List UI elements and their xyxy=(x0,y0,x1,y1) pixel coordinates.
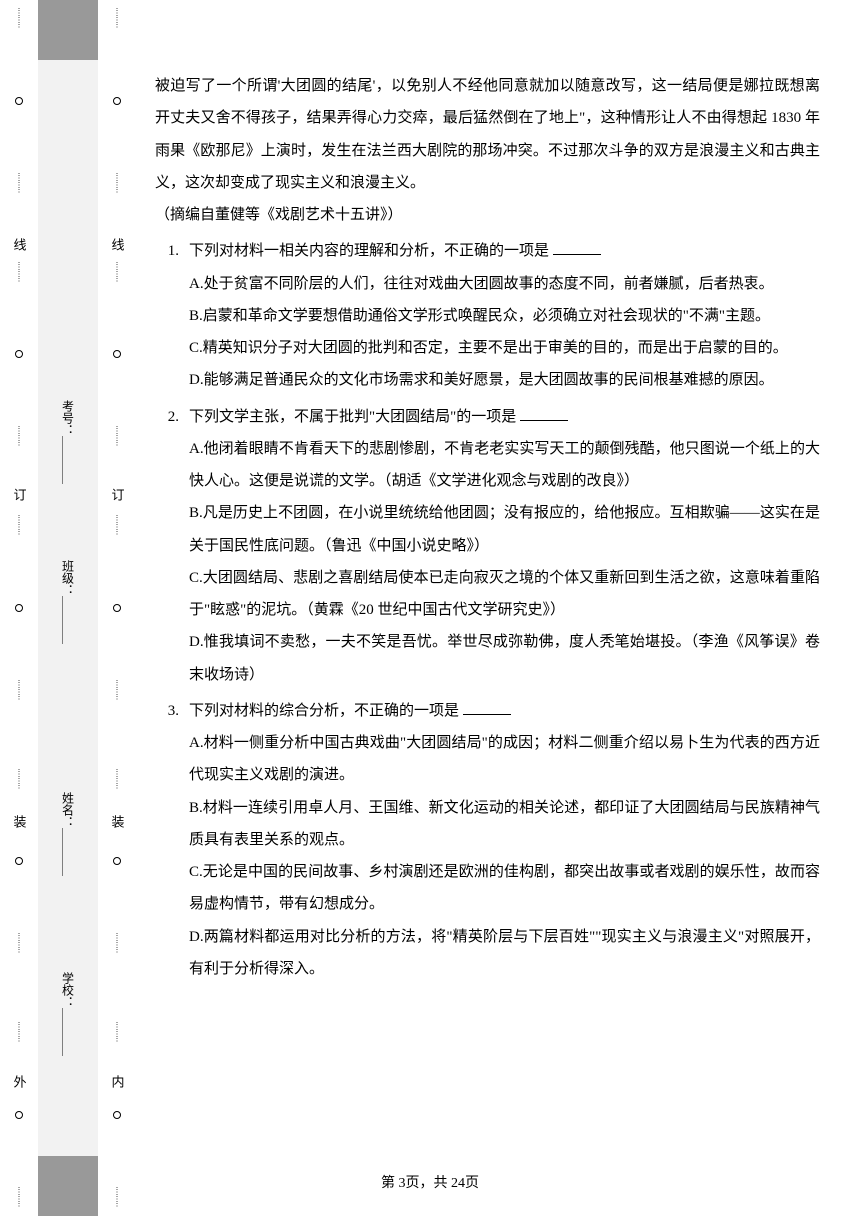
binding-margin: ⋮⋮⋮ ⋮⋮⋮ 线 ⋮⋮⋮ ⋮⋮⋮ 订 ⋮⋮⋮ ⋮⋮⋮ 装 ⋮⋮⋮ ⋮⋮⋮ 外 … xyxy=(0,0,140,1216)
q2-opt-c: C.大团圆结局、悲剧之喜剧结局使本已走向寂灭之境的个体又重新回到生活之欲，这意味… xyxy=(189,562,820,627)
q1-opt-d: D.能够满足普通民众的文化市场需求和美好愿景，是大团圆故事的民间根基难撼的原因。 xyxy=(189,364,820,396)
intro-paragraph: 被迫写了一个所谓'大团圆的结尾'，以免别人不经他同意就加以随意改写，这一结局便是… xyxy=(155,70,820,199)
q2-blank xyxy=(520,407,568,421)
outer-xian: 线 xyxy=(10,238,29,251)
inner-ding: 订 xyxy=(108,488,127,501)
binding-inner-col: ⋮⋮⋮ ⋮⋮⋮ 线 ⋮⋮⋮ ⋮⋮⋮ 订 ⋮⋮⋮ ⋮⋮⋮ 装 ⋮⋮⋮ ⋮⋮⋮ 内 … xyxy=(98,0,136,1216)
intro-citation: （摘编自董健等《戏剧艺术十五讲》） xyxy=(155,199,820,231)
q3-opt-c: C.无论是中国的民间故事、乡村演剧还是欧洲的佳构剧，都突出故事或者戏剧的娱乐性，… xyxy=(189,856,820,921)
q1-opt-b: B.启蒙和革命文学要想借助通俗文学形式唤醒民众，必须确立对社会现状的"不满"主题… xyxy=(189,300,820,332)
label-name: 姓名：＿＿＿＿ xyxy=(60,792,77,876)
q3-stem: 下列对材料的综合分析，不正确的一项是 xyxy=(189,695,820,727)
q1-blank xyxy=(553,241,601,255)
binding-middle-col: 考号：＿＿＿＿ 班级：＿＿＿＿ 姓名：＿＿＿＿ 学校：＿＿＿＿ xyxy=(38,0,98,1216)
inner-xian: 线 xyxy=(108,238,127,251)
inner-dot-line: ⋮⋮⋮ ⋮⋮⋮ 线 ⋮⋮⋮ ⋮⋮⋮ 订 ⋮⋮⋮ ⋮⋮⋮ 装 ⋮⋮⋮ ⋮⋮⋮ 内 … xyxy=(110,8,124,1208)
q2-stem-text: 下列文学主张，不属于批判"大团圆结局"的一项是 xyxy=(189,409,516,425)
q3-num: 3. xyxy=(155,695,189,985)
q2-num: 2. xyxy=(155,401,189,691)
outer-ding: 订 xyxy=(10,488,29,501)
outer-wai: 外 xyxy=(10,1075,29,1088)
q1-num: 1. xyxy=(155,235,189,396)
q2-opt-b: B.凡是历史上不团圆，在小说里统统给他团圆；没有报应的，给他报应。互相欺骗——这… xyxy=(189,497,820,562)
inner-nei: 内 xyxy=(108,1075,127,1088)
q3-opt-b: B.材料一连续引用卓人月、王国维、新文化运动的相关论述，都印证了大团圆结局与民族… xyxy=(189,792,820,857)
question-3: 3. 下列对材料的综合分析，不正确的一项是 A.材料一侧重分析中国古典戏曲"大团… xyxy=(155,695,820,985)
page-footer: 第 3页，共 24页 xyxy=(0,1172,860,1192)
q1-stem-text: 下列对材料一相关内容的理解和分析，不正确的一项是 xyxy=(189,243,549,259)
q3-blank xyxy=(463,701,511,715)
q2-opt-a: A.他闭着眼睛不肯看天下的悲剧惨剧，不肯老老实实写天工的颠倒残酷，他只图说一个纸… xyxy=(189,433,820,498)
q1-opt-a: A.处于贫富不同阶层的人们，往往对戏曲大团圆故事的态度不同，前者嫌腻，后者热衷。 xyxy=(189,268,820,300)
q3-opt-a: A.材料一侧重分析中国古典戏曲"大团圆结局"的成因；材料二侧重介绍以易卜生为代表… xyxy=(189,727,820,792)
page-content: 被迫写了一个所谓'大团圆的结尾'，以免别人不经他同意就加以随意改写，这一结局便是… xyxy=(155,70,820,985)
question-1: 1. 下列对材料一相关内容的理解和分析，不正确的一项是 A.处于贫富不同阶层的人… xyxy=(155,235,820,396)
gray-top xyxy=(38,0,98,60)
inner-zhuang: 装 xyxy=(108,815,127,828)
label-class: 班级：＿＿＿＿ xyxy=(60,560,77,644)
binding-outer-col: ⋮⋮⋮ ⋮⋮⋮ 线 ⋮⋮⋮ ⋮⋮⋮ 订 ⋮⋮⋮ ⋮⋮⋮ 装 ⋮⋮⋮ ⋮⋮⋮ 外 … xyxy=(0,0,38,1216)
q2-stem: 下列文学主张，不属于批判"大团圆结局"的一项是 xyxy=(189,401,820,433)
question-2: 2. 下列文学主张，不属于批判"大团圆结局"的一项是 A.他闭着眼睛不肯看天下的… xyxy=(155,401,820,691)
q2-opt-d: D.惟我填词不卖愁，一夫不笑是吾忧。举世尽成弥勒佛，度人秃笔始堪投。（李渔《风筝… xyxy=(189,626,820,691)
q3-opt-d: D.两篇材料都运用对比分析的方法，将"精英阶层与下层百姓""现实主义与浪漫主义"… xyxy=(189,921,820,986)
q1-opt-c: C.精英知识分子对大团圆的批判和否定，主要不是出于审美的目的，而是出于启蒙的目的… xyxy=(189,332,820,364)
outer-dot-line: ⋮⋮⋮ ⋮⋮⋮ 线 ⋮⋮⋮ ⋮⋮⋮ 订 ⋮⋮⋮ ⋮⋮⋮ 装 ⋮⋮⋮ ⋮⋮⋮ 外 … xyxy=(12,8,26,1208)
label-school: 学校：＿＿＿＿ xyxy=(60,972,77,1056)
q3-stem-text: 下列对材料的综合分析，不正确的一项是 xyxy=(189,703,459,719)
outer-zhuang: 装 xyxy=(10,815,29,828)
label-kaohao: 考号：＿＿＿＿ xyxy=(60,400,77,484)
q1-stem: 下列对材料一相关内容的理解和分析，不正确的一项是 xyxy=(189,235,820,267)
